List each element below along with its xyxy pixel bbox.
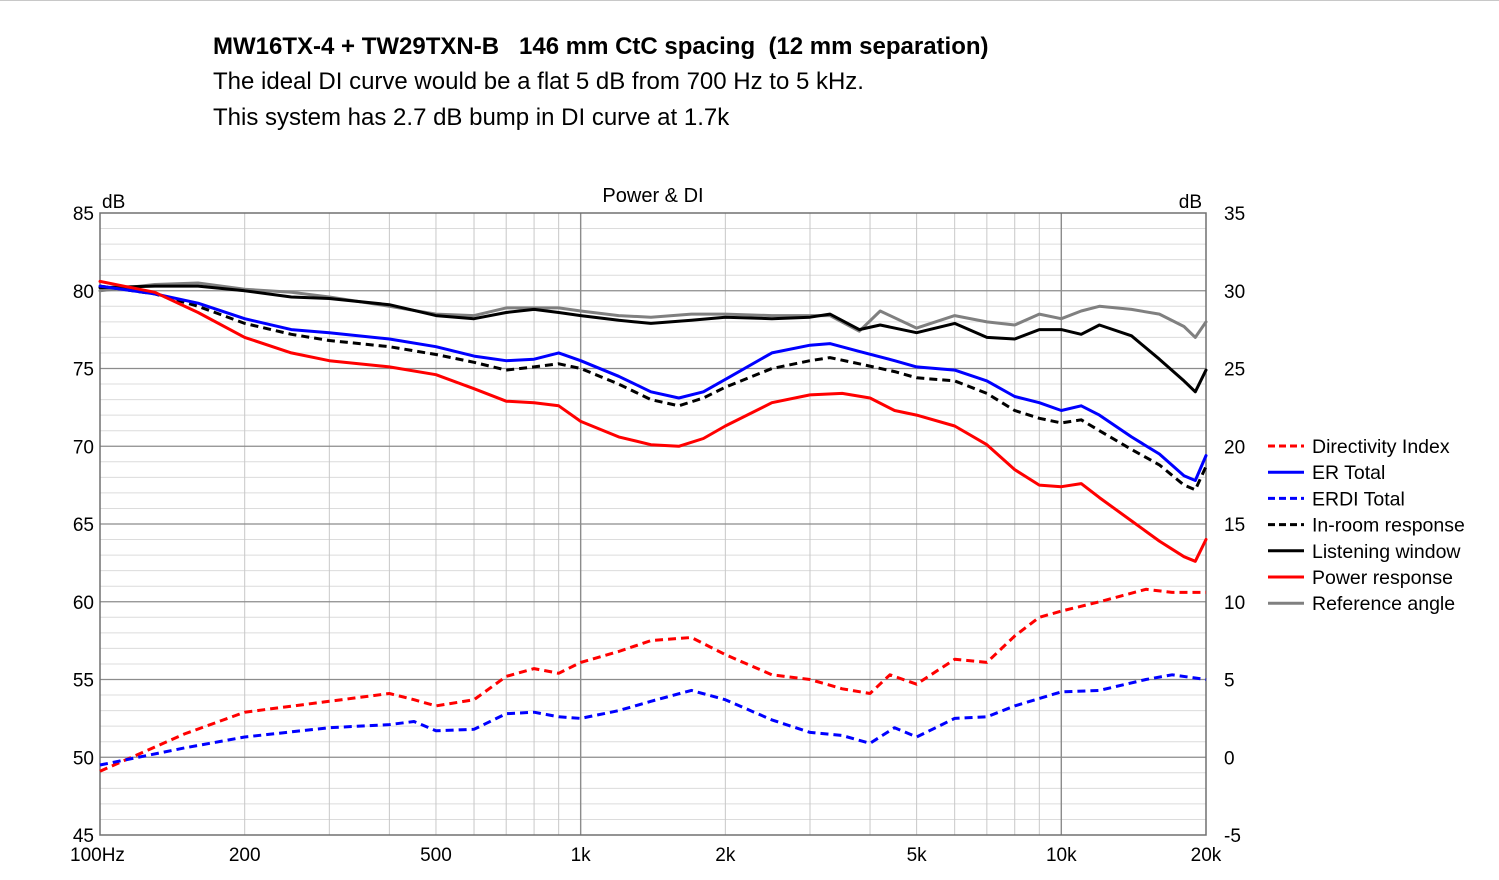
right-axis-tick-label: 5 — [1224, 671, 1235, 692]
legend-label: Listening window — [1312, 541, 1461, 563]
x-axis-tick-label: 200 — [229, 845, 261, 866]
left-axis-tick-label: 75 — [73, 360, 94, 381]
x-axis-tick-label: 20k — [1191, 845, 1222, 866]
x-axis-tick-label: 1k — [571, 845, 592, 866]
right-axis-unit: dB — [1179, 192, 1202, 213]
left-axis-tick-label: 70 — [73, 437, 94, 458]
chart-title: Power & DI — [602, 185, 703, 207]
legend-label: Power response — [1312, 567, 1453, 589]
left-axis-tick-label: 60 — [73, 593, 94, 614]
left-axis-tick-label: 85 — [73, 204, 94, 225]
description-line-1: The ideal DI curve would be a flat 5 dB … — [213, 68, 864, 95]
left-axis-unit: dB — [102, 192, 125, 213]
series-line-er-total — [98, 284, 1208, 482]
right-axis-tick-label: 10 — [1224, 593, 1245, 614]
right-axis-tick-label: 25 — [1224, 360, 1245, 381]
left-axis-tick-label: 80 — [73, 282, 94, 303]
description-line-2: This system has 2.7 dB bump in DI curve … — [213, 104, 730, 131]
right-axis-tick-label: -5 — [1224, 826, 1241, 847]
x-axis-tick-label: 2k — [715, 845, 736, 866]
plot-frame — [99, 212, 1207, 836]
series-line-directivity-index — [99, 587, 1206, 773]
legend-label: Reference angle — [1312, 593, 1455, 615]
x-axis-tick-label: 500 — [420, 845, 452, 866]
series-line-erdi-total — [99, 673, 1207, 767]
series-line-power-response — [98, 279, 1208, 563]
right-axis-tick-label: 35 — [1224, 204, 1245, 225]
right-axis-tick-label: 20 — [1224, 437, 1245, 458]
top-divider — [0, 0, 1499, 1]
legend-label: ER Total — [1312, 462, 1385, 484]
series-line-listening-window — [98, 284, 1208, 394]
right-axis-tick-label: 15 — [1224, 515, 1245, 536]
right-axis-tick-label: 30 — [1224, 282, 1245, 303]
x-axis-tick-label: 5k — [907, 845, 928, 866]
legend-label: ERDI Total — [1312, 488, 1405, 510]
right-axis-tick-label: 0 — [1224, 748, 1235, 769]
left-axis-tick-label: 65 — [73, 515, 94, 536]
legend-label: In-room response — [1312, 515, 1465, 537]
x-axis-tick-label: 100Hz — [70, 845, 125, 866]
series-line-in-room-response — [99, 284, 1208, 492]
header-text: MW16TX-4 + TW29TXN-B 146 mm CtC spacing … — [213, 30, 989, 136]
left-axis-tick-label: 45 — [73, 826, 94, 847]
left-axis-tick-label: 50 — [73, 748, 94, 769]
legend-label: Directivity Index — [1312, 436, 1450, 458]
x-axis-tick-label: 10k — [1046, 845, 1077, 866]
chart-heading: MW16TX-4 + TW29TXN-B 146 mm CtC spacing … — [213, 33, 989, 60]
left-axis-tick-label: 55 — [73, 671, 94, 692]
